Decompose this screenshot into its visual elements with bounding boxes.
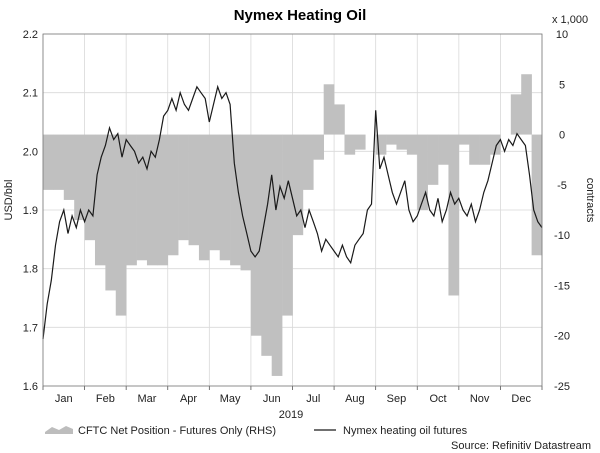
price-line-layer	[42, 84, 543, 340]
cftc-bar	[250, 134, 262, 336]
cftc-bar	[43, 134, 54, 190]
cftc-bar	[53, 134, 65, 190]
left-tick-label: 1.7	[23, 322, 38, 334]
x-tick-label: Jul	[306, 393, 320, 405]
cftc-bar	[302, 134, 314, 190]
cftc-bar	[198, 134, 210, 261]
cftc-bar	[292, 134, 304, 236]
source-note: Source: Refinitiv Datastream	[451, 440, 591, 452]
legend-area-swatch	[45, 426, 73, 434]
cftc-area-layer	[43, 74, 543, 376]
left-tick-label: 2.1	[23, 88, 38, 100]
cftc-bar	[354, 134, 366, 150]
cftc-bar	[479, 134, 491, 165]
cftc-bar	[531, 134, 543, 256]
cftc-bar	[417, 134, 428, 210]
legend-area-label: CFTC Net Position - Futures Only (RHS)	[78, 425, 276, 437]
x-tick-label: Jun	[263, 393, 281, 405]
cftc-bar	[313, 134, 324, 160]
legend-line-label: Nymex heating oil futures	[343, 425, 468, 437]
cftc-bar	[240, 134, 252, 271]
cftc-bar	[146, 134, 158, 266]
cftc-bar	[63, 134, 75, 200]
left-tick-label: 2.0	[23, 146, 38, 158]
cftc-bar	[344, 134, 356, 155]
x-tick-label: Dec	[511, 393, 531, 405]
cftc-bar	[219, 134, 231, 261]
right-tick-label: -15	[554, 280, 570, 292]
year-label: 2019	[279, 409, 303, 421]
x-tick-label: Sep	[387, 393, 407, 405]
right-tick-label: 5	[559, 79, 565, 91]
right-axis-multiplier: x 1,000	[552, 14, 588, 26]
plot-frame	[42, 33, 543, 387]
x-tick-label: Jan	[55, 393, 73, 405]
cftc-bar	[386, 134, 397, 145]
x-tick-label: Mar	[137, 393, 156, 405]
cftc-bar	[74, 134, 85, 221]
left-tick-label: 1.6	[23, 381, 38, 393]
cftc-bar	[323, 84, 335, 135]
cftc-bar	[126, 134, 137, 266]
chart-title: Nymex Heating Oil	[234, 7, 367, 24]
cftc-bar	[271, 134, 283, 376]
right-tick-label: -10	[554, 230, 570, 242]
cftc-bar	[406, 134, 418, 155]
right-tick-label: -5	[557, 180, 567, 192]
legend: CFTC Net Position - Futures Only (RHS) N…	[45, 425, 468, 437]
x-tick-label: May	[220, 393, 241, 405]
cftc-bar	[438, 134, 449, 165]
cftc-bar	[84, 134, 96, 241]
right-tick-label: 10	[556, 29, 568, 41]
cftc-bar	[375, 134, 387, 155]
axis-labels: Nymex Heating Oil x 1,000 USD/bbl contra…	[3, 7, 596, 421]
right-axis-label: contracts	[584, 178, 596, 223]
right-tick-label: 0	[559, 130, 565, 142]
cftc-bar	[209, 134, 221, 251]
x-tick-label: Feb	[96, 393, 115, 405]
cftc-bar	[115, 134, 127, 316]
cftc-bar	[469, 134, 480, 165]
cftc-bar	[105, 134, 117, 291]
cftc-bar	[448, 134, 460, 296]
cftc-bar	[230, 134, 241, 266]
x-tick-label: Aug	[345, 393, 365, 405]
left-tick-label: 2.2	[23, 29, 38, 41]
cftc-bar	[458, 134, 470, 145]
cftc-bar	[334, 104, 345, 135]
right-tick-label: -20	[554, 331, 570, 343]
cftc-bar	[261, 134, 273, 356]
left-tick-label: 1.8	[23, 264, 38, 276]
cftc-bar	[136, 134, 148, 261]
cftc-bar	[282, 134, 293, 316]
cftc-bar	[427, 134, 439, 185]
cftc-bar	[188, 134, 200, 246]
cftc-bar	[178, 134, 189, 241]
left-tick-label: 1.9	[23, 205, 38, 217]
right-tick-label: -25	[554, 381, 570, 393]
left-axis-label: USD/bbl	[3, 180, 15, 221]
cftc-bar	[510, 94, 522, 135]
heating-oil-price-line	[42, 84, 543, 340]
x-tick-label: Nov	[470, 393, 490, 405]
cftc-bar	[521, 74, 532, 135]
cftc-bar	[490, 134, 501, 155]
axes	[42, 33, 543, 390]
cftc-bar	[94, 134, 106, 266]
x-tick-label: Apr	[180, 393, 197, 405]
cftc-bar	[157, 134, 169, 266]
cftc-bar	[396, 134, 408, 150]
cftc-bar	[167, 134, 179, 256]
x-tick-label: Oct	[429, 393, 446, 405]
